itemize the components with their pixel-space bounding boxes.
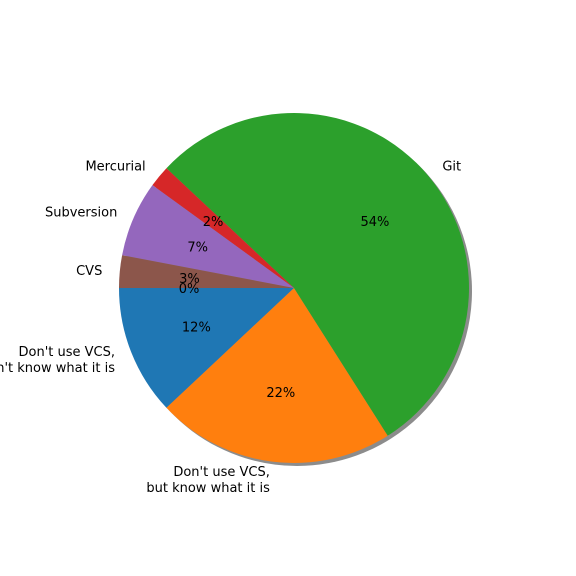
slice-percent-label: 7% — [187, 240, 208, 255]
slice-percent-label: 12% — [182, 321, 211, 336]
pie-slice — [166, 288, 388, 464]
pie-slice — [166, 113, 470, 436]
slice-percent-label: 0% — [179, 282, 200, 297]
pie-slice — [152, 168, 294, 288]
pie-slices — [119, 113, 470, 464]
slice-category-label: Subversion — [45, 206, 117, 221]
slice-category-label: Git — [442, 159, 461, 174]
pie-slice — [119, 255, 294, 288]
slice-category-label: Mercurial — [85, 159, 145, 174]
slice-category-label: Don't use VCS, but know what it is — [146, 465, 270, 496]
pie-labels: Don't use VCS,don't know what it is 12% Do… — [0, 159, 461, 496]
slice-percent-label: 54% — [360, 215, 389, 230]
slice-percent-label: 3% — [179, 272, 200, 287]
slice-percent-label: 22% — [266, 386, 295, 401]
slice-category-label: CVS — [76, 264, 102, 279]
slice-category-label: Don't use VCS,don't know what it is — [0, 345, 115, 376]
pie-slice — [122, 185, 294, 288]
pie-slice — [119, 288, 294, 408]
slice-percent-label: 2% — [203, 215, 224, 230]
